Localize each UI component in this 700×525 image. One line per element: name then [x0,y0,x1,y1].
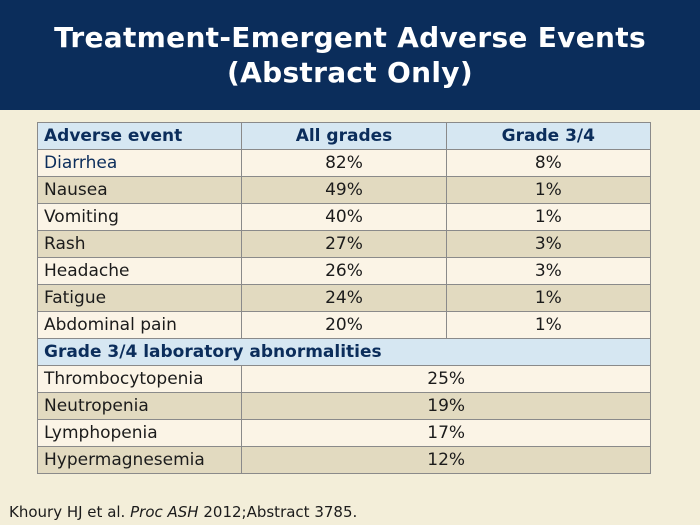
header-all-grades: All grades [241,122,447,150]
grade-3-4-value: 1% [445,311,652,339]
header-adverse-event: Adverse event [36,122,243,150]
event-name: Fatigue [36,284,243,312]
table-row: Headache 26% 3% [36,257,652,285]
lab-name: Hypermagnesemia [36,446,243,474]
lab-name: Neutropenia [36,392,243,420]
table-header-row: Adverse event All grades Grade 3/4 [36,122,652,150]
table-row: Vomiting 40% 1% [36,203,652,231]
table-row: Abdominal pain 20% 1% [36,311,652,339]
lab-section-header-row: Grade 3/4 laboratory abnormalities [37,338,651,366]
grade-3-4-value: 3% [445,257,652,285]
lab-value: 12% [241,446,651,474]
citation-details: 2012;Abstract 3785. [203,503,358,521]
table-row: Nausea 49% 1% [36,176,652,204]
event-name: Vomiting [36,203,243,231]
event-name: Abdominal pain [36,311,243,339]
lab-value: 25% [241,365,651,393]
grade-3-4-value: 8% [445,149,652,177]
grade-3-4-value: 1% [445,284,652,312]
table-row: Lymphopenia 17% [36,419,651,447]
slide-title: Treatment-Emergent Adverse Events (Abstr… [54,21,646,89]
all-grades-value: 49% [241,176,447,204]
grade-3-4-value: 1% [445,176,652,204]
table-row: Diarrhea 82% 8% [36,149,652,177]
lab-value: 17% [241,419,651,447]
citation-journal: Proc ASH [130,503,199,521]
all-grades-value: 26% [241,257,447,285]
event-name: Diarrhea [36,149,243,177]
all-grades-value: 82% [241,149,447,177]
table-row: Hypermagnesemia 12% [36,446,651,474]
table-row: Thrombocytopenia 25% [36,365,651,393]
title-bar: Treatment-Emergent Adverse Events (Abstr… [0,0,700,110]
event-name: Rash [36,230,243,258]
table-row: Rash 27% 3% [36,230,652,258]
lab-name: Thrombocytopenia [36,365,243,393]
lab-section-header: Grade 3/4 laboratory abnormalities [37,338,651,366]
all-grades-value: 27% [241,230,447,258]
table-row: Fatigue 24% 1% [36,284,652,312]
event-name: Headache [36,257,243,285]
header-grade-3-4: Grade 3/4 [445,122,652,150]
citation-authors: Khoury HJ et al. [9,503,126,521]
lab-name: Lymphopenia [36,419,243,447]
lab-value: 19% [241,392,651,420]
all-grades-value: 24% [241,284,447,312]
table-row: Neutropenia 19% [36,392,651,420]
citation: Khoury HJ et al. Proc ASH 2012;Abstract … [9,503,357,521]
all-grades-value: 20% [241,311,447,339]
event-name: Nausea [36,176,243,204]
adverse-events-table: Adverse event All grades Grade 3/4 Diarr… [36,122,652,474]
grade-3-4-value: 1% [445,203,652,231]
grade-3-4-value: 3% [445,230,652,258]
all-grades-value: 40% [241,203,447,231]
